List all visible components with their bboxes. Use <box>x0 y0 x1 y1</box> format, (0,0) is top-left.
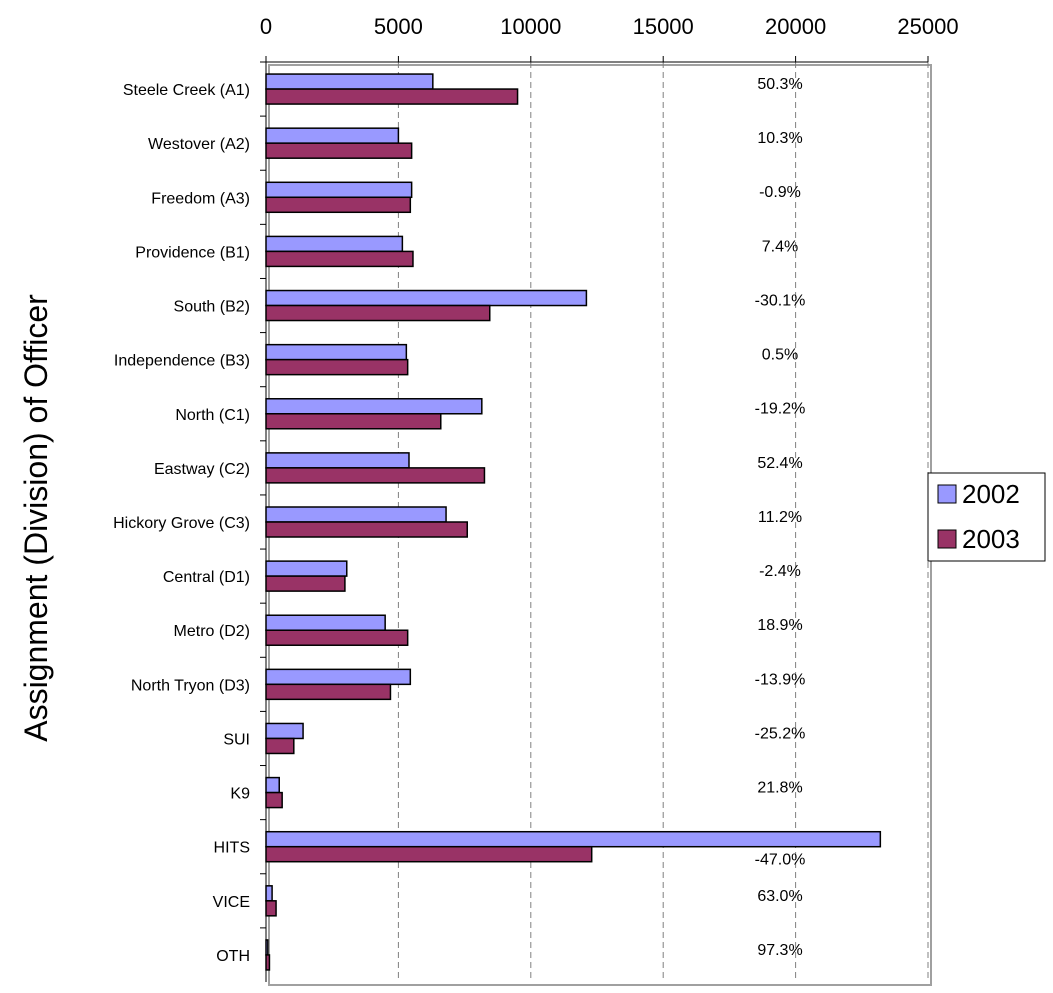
percent-change-label: 18.9% <box>757 617 802 634</box>
category-label: Freedom (A3) <box>151 190 250 207</box>
bar-2002 <box>265 830 882 848</box>
bar-2002 <box>265 668 412 686</box>
percent-change-label: 97.3% <box>757 942 802 959</box>
bar-2002 <box>265 885 273 902</box>
x-tick-label: 0 <box>260 14 272 39</box>
x-tick-label: 10000 <box>500 14 561 39</box>
percent-change-label: 11.2% <box>758 509 802 526</box>
percent-change-label: 10.3% <box>757 130 802 147</box>
bars-layer <box>265 73 882 971</box>
percent-change-label: 0.5% <box>762 347 798 364</box>
category-label: North (C1) <box>175 407 250 424</box>
bar-2002 <box>265 722 304 740</box>
bar-2003 <box>265 88 519 105</box>
bar-2003 <box>265 629 409 646</box>
bar-2002 <box>265 127 400 144</box>
percent-change-label: -0.9% <box>759 184 801 201</box>
category-label: SUI <box>223 731 250 748</box>
category-label: Westover (A2) <box>148 136 250 153</box>
percent-change-label: 52.4% <box>757 455 802 472</box>
category-label: Metro (D2) <box>174 623 250 640</box>
category-label: North Tryon (D3) <box>131 677 250 694</box>
bar-2002 <box>265 776 280 794</box>
percent-change-label: 50.3% <box>757 76 802 93</box>
category-label: Steele Creek (A1) <box>123 82 250 99</box>
bar-2003 <box>265 791 283 809</box>
legend-swatch-2003 <box>937 529 957 549</box>
bar-2002 <box>265 289 588 307</box>
category-label: Independence (B3) <box>114 353 250 370</box>
bar-2003 <box>265 142 413 159</box>
percent-change-label: -2.4% <box>759 563 801 580</box>
percent-change-label: 7.4% <box>762 238 798 255</box>
percent-change-label: -19.2% <box>755 401 806 418</box>
bar-2002 <box>265 452 410 469</box>
bar-2003 <box>265 683 392 701</box>
bar-2003 <box>265 304 491 322</box>
percent-change-label: 63.0% <box>757 888 802 905</box>
y-axis-label: Assignment (Division) of Officer <box>18 294 54 742</box>
percent-change-label: -47.0% <box>755 852 806 869</box>
category-label: OTH <box>216 948 250 965</box>
legend: 2002 2003 <box>927 472 1046 562</box>
x-tick-label: 20000 <box>765 14 826 39</box>
bar-2002 <box>265 343 408 361</box>
category-label: Eastway (C2) <box>154 461 250 478</box>
bar-2002 <box>265 398 483 415</box>
axis-layer: 0 5000 10000 15000 20000 25000 <box>260 14 959 982</box>
category-label: South (B2) <box>174 299 250 316</box>
bar-2002 <box>265 506 447 523</box>
bar-2003 <box>265 358 409 376</box>
category-label: K9 <box>230 786 250 803</box>
bar-2003 <box>265 250 414 268</box>
x-tick-label: 5000 <box>374 14 423 39</box>
category-label: Providence (B1) <box>135 244 250 261</box>
legend-label-2003: 2003 <box>962 524 1020 554</box>
category-label: Central (D1) <box>163 569 250 586</box>
legend-swatch-2002 <box>937 484 957 504</box>
bar-2003 <box>265 521 468 538</box>
percent-change-label: -13.9% <box>755 671 806 688</box>
bar-2002 <box>265 614 386 631</box>
x-tick-label: 15000 <box>633 14 694 39</box>
bar-2003 <box>265 737 295 755</box>
bar-2002 <box>265 560 348 577</box>
x-tick-label: 25000 <box>897 14 958 39</box>
bar-2002 <box>265 73 434 90</box>
percent-change-label: -30.1% <box>755 292 806 309</box>
bar-2003 <box>265 900 277 917</box>
bar-2002 <box>265 235 404 253</box>
bar-2002 <box>265 181 413 199</box>
category-label: HITS <box>214 840 250 857</box>
bar-2003 <box>265 954 271 971</box>
percent-change-label: 21.8% <box>757 780 802 797</box>
category-label: Hickory Grove (C3) <box>113 515 250 532</box>
bar-2003 <box>265 413 442 430</box>
labels-layer: Steele Creek (A1) 50.3% Westover (A2) 10.3%… <box>113 76 805 965</box>
percent-change-label: -25.2% <box>755 725 806 742</box>
bar-2003 <box>265 575 346 592</box>
legend-label-2002: 2002 <box>962 479 1020 509</box>
bar-2003 <box>265 196 412 214</box>
bar-2003 <box>265 467 486 484</box>
category-label: VICE <box>213 894 250 911</box>
bar-2003 <box>265 845 593 863</box>
